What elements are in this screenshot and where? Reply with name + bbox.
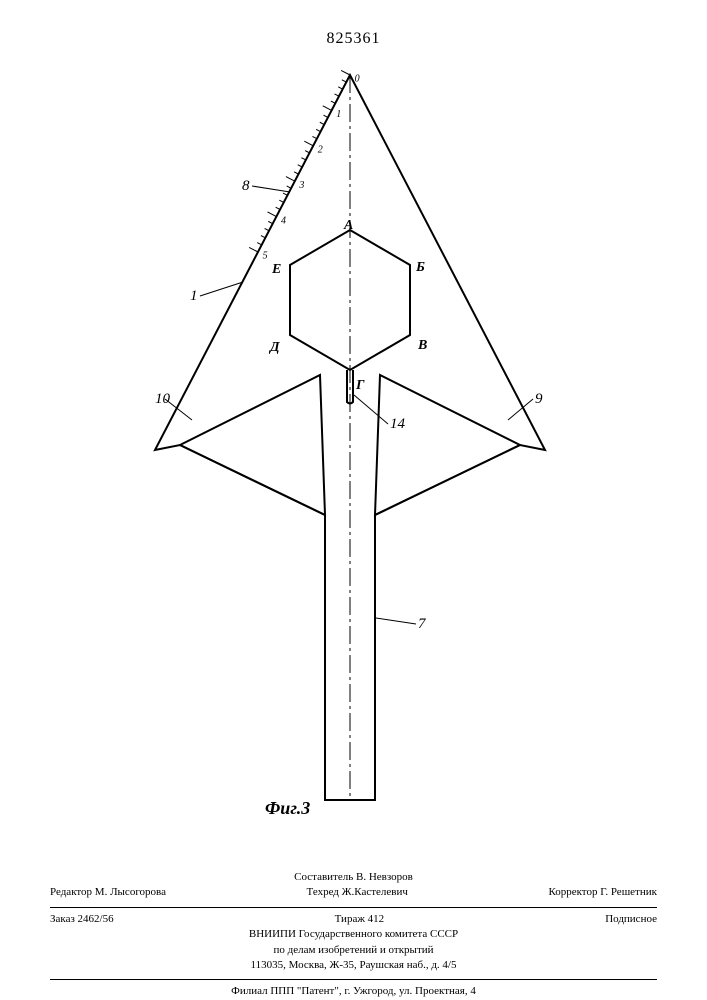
figure-svg: 0 1 2 3 4 5 1 7 8 9 10 14 (100, 60, 600, 830)
svg-text:5: 5 (263, 251, 268, 262)
footer-order: Заказ 2462/56 (50, 912, 114, 927)
svg-text:0: 0 (355, 74, 360, 85)
footer-editor: Редактор М. Лысогорова (50, 885, 166, 900)
vertex-D: Д (270, 340, 280, 356)
svg-text:8: 8 (242, 178, 250, 194)
svg-text:7: 7 (418, 616, 427, 632)
svg-text:2: 2 (318, 144, 323, 155)
svg-text:3: 3 (298, 180, 304, 191)
svg-text:14: 14 (390, 416, 406, 432)
figure-3: 0 1 2 3 4 5 1 7 8 9 10 14 А Б В Г Д Е (100, 60, 600, 830)
svg-text:10: 10 (155, 391, 171, 407)
document-number: 825361 (0, 30, 707, 48)
svg-text:9: 9 (535, 391, 543, 407)
footer-subscription: Подписное (605, 912, 657, 927)
footer-corrector: Корректор Г. Решетник (548, 885, 657, 900)
footer-techred: Техред Ж.Кастелевич (307, 885, 408, 900)
vertex-B: Б (416, 260, 425, 276)
svg-text:4: 4 (281, 215, 286, 226)
vertex-E: Е (272, 262, 281, 278)
footer-org2: по делам изобретений и открытий (50, 943, 657, 958)
footer-addr: 113035, Москва, Ж-35, Раушская наб., д. … (50, 958, 657, 973)
footer: Составитель В. Невзоров Редактор М. Лысо… (50, 870, 657, 1000)
footer-composer: Составитель В. Невзоров (50, 870, 657, 885)
footer-org1: ВНИИПИ Государственного комитета СССР (50, 927, 657, 942)
vertex-A: А (344, 218, 353, 234)
vertex-V: В (418, 338, 427, 354)
figure-caption: Фиг.3 (265, 798, 310, 819)
svg-text:1: 1 (190, 288, 198, 304)
vertex-G: Г (356, 378, 364, 394)
footer-tirage: Тираж 412 (335, 912, 385, 927)
footer-branch: Филиал ППП "Патент", г. Ужгород, ул. Про… (50, 984, 657, 999)
svg-text:1: 1 (336, 109, 341, 120)
